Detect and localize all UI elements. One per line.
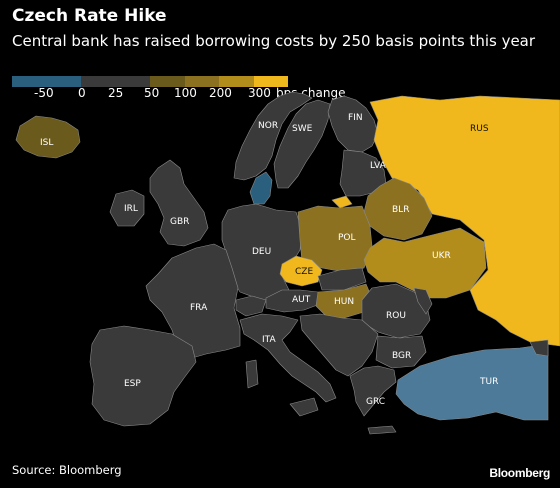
country-mda bbox=[413, 287, 433, 315]
country-ita bbox=[239, 313, 337, 403]
country-ita-sardinia bbox=[245, 359, 259, 389]
label-bgr: BGR bbox=[392, 351, 411, 361]
country-grc bbox=[349, 365, 397, 417]
country-cze bbox=[279, 255, 323, 287]
label-lva: LVA bbox=[370, 161, 387, 171]
label-gbr: GBR bbox=[170, 217, 189, 227]
legend-label-50: 50 bbox=[144, 86, 160, 100]
legend-swatch-300 bbox=[253, 76, 288, 87]
country-caucasus bbox=[529, 339, 549, 357]
label-ita: ITA bbox=[262, 335, 276, 345]
country-fin bbox=[327, 95, 379, 153]
legend-swatch-100 bbox=[184, 76, 219, 87]
country-isl bbox=[15, 115, 81, 159]
label-grc: GRC bbox=[366, 397, 385, 407]
label-aut: AUT bbox=[292, 295, 311, 305]
legend-swatch-50 bbox=[150, 76, 185, 87]
legend-label-200: 200 bbox=[209, 86, 232, 100]
country-rus bbox=[369, 95, 560, 347]
country-fra bbox=[145, 243, 241, 359]
country-nor bbox=[233, 91, 313, 181]
label-hun: HUN bbox=[334, 297, 354, 307]
country-bgr bbox=[375, 335, 427, 369]
legend-swatch-zero bbox=[81, 76, 116, 87]
source-note: Source: Bloomberg bbox=[12, 463, 122, 477]
legend-label-300: 300 bbox=[248, 86, 271, 100]
country-esp bbox=[89, 325, 197, 427]
label-rou: ROU bbox=[386, 311, 406, 321]
label-swe: SWE bbox=[292, 124, 313, 134]
label-fra: FRA bbox=[190, 303, 208, 313]
country-rou bbox=[361, 283, 431, 339]
label-cze: CZE bbox=[295, 267, 313, 277]
country-tur bbox=[395, 343, 549, 421]
legend-label-25: 25 bbox=[108, 86, 124, 100]
legend-label-neg50: -50 bbox=[34, 86, 54, 100]
legend-swatch-negative bbox=[46, 76, 81, 87]
legend-swatch-25 bbox=[115, 76, 150, 87]
country-labels: ISL NOR SWE FIN RUS LVA IRL GBR BLR DEU … bbox=[40, 113, 498, 407]
label-nor: NOR bbox=[258, 121, 278, 131]
label-blr: BLR bbox=[392, 205, 409, 215]
label-isl: ISL bbox=[40, 138, 53, 148]
label-pol: POL bbox=[338, 233, 356, 243]
page-title: Czech Rate Hike bbox=[12, 6, 167, 26]
legend-swatch-negative-low bbox=[12, 76, 47, 87]
country-balkans bbox=[299, 313, 379, 377]
legend-swatch-200 bbox=[219, 76, 254, 87]
country-svk bbox=[317, 267, 367, 291]
country-rus-kaliningrad bbox=[331, 195, 353, 209]
legend-label-100: 100 bbox=[174, 86, 197, 100]
page-subtitle: Central bank has raised borrowing costs … bbox=[12, 32, 536, 50]
label-deu: DEU bbox=[252, 247, 271, 257]
country-ukr bbox=[363, 227, 487, 299]
brand-logo: Bloomberg bbox=[489, 466, 550, 480]
label-ukr: UKR bbox=[432, 251, 451, 261]
country-dnk bbox=[249, 171, 273, 205]
legend-label-0: 0 bbox=[78, 86, 86, 100]
country-ita-sicily bbox=[289, 397, 319, 417]
label-esp: ESP bbox=[124, 379, 141, 389]
country-gbr bbox=[149, 159, 209, 247]
country-grc-crete bbox=[367, 425, 397, 435]
label-rus: RUS bbox=[470, 124, 489, 134]
label-irl: IRL bbox=[124, 204, 138, 214]
label-tur: TUR bbox=[479, 377, 498, 387]
country-irl bbox=[109, 189, 145, 227]
label-fin: FIN bbox=[348, 113, 363, 123]
country-che bbox=[235, 295, 267, 317]
legend-color-bar bbox=[12, 76, 288, 87]
